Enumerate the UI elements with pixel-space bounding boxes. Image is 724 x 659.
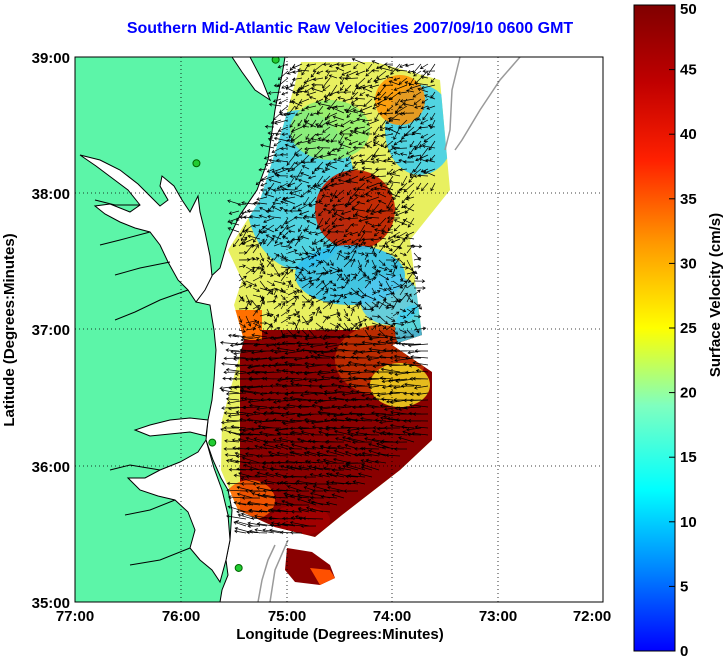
map-title: Southern Mid-Atlantic Raw Velocities 200…: [126, 20, 574, 37]
x-axis-label: Longitude (Degrees:Minutes): [236, 626, 444, 643]
y-tick-label: 36:00: [32, 459, 70, 476]
velocity-arrow-set: [219, 57, 436, 535]
station-3: [208, 438, 217, 447]
albemarle-sound: [133, 417, 209, 437]
colorbar-tick-label: 25: [680, 320, 697, 337]
colorbar-tick-label: 35: [680, 191, 697, 208]
velocity-arrows: [219, 57, 436, 535]
x-tick-label: 72:00: [573, 608, 611, 625]
colorbar-tick-label: 45: [680, 62, 697, 79]
colorbar-tick-label: 0: [680, 643, 688, 659]
axes-frame: [74, 56, 604, 603]
y-axis: 39:00 38:00 37:00 36:00 35:00 Latitude (…: [1, 50, 70, 612]
x-tick-label: 77:00: [56, 608, 94, 625]
delaware-bay: [231, 57, 272, 102]
y-axis-label: Latitude (Degrees:Minutes): [1, 233, 18, 426]
colorbar-gradient: [633, 4, 676, 652]
isobath-lines: [257, 57, 521, 602]
colorbar-tick-label: 50: [680, 1, 697, 18]
y-tick-label: 35:00: [32, 595, 70, 612]
colorbar-label: Surface Velocity (cm/s): [707, 213, 724, 377]
river-lines: [94, 199, 191, 566]
y-tick-label: 39:00: [32, 50, 70, 67]
x-tick-label: 75:00: [268, 608, 306, 625]
x-tick-label: 73:00: [479, 608, 517, 625]
y-tick-label: 37:00: [32, 322, 70, 339]
x-tick-label: 76:00: [162, 608, 200, 625]
chesapeake-bay: [79, 154, 213, 303]
station-4: [234, 563, 243, 572]
station-markers: [192, 57, 280, 572]
colorbar-tick-label: 40: [680, 126, 697, 143]
grid-lines: [75, 57, 603, 602]
x-axis: 77:00 76:00 75:00 74:00 73:00 72:00 Long…: [56, 608, 611, 643]
colorbar-tick-label: 15: [680, 449, 697, 466]
y-tick-label: 38:00: [32, 186, 70, 203]
station-2: [192, 159, 201, 168]
colorbar-tick-label: 30: [680, 255, 697, 272]
colorbar-tick-label: 10: [680, 514, 697, 531]
colorbar-tick-label: 20: [680, 385, 697, 402]
x-tick-label: 74:00: [373, 608, 411, 625]
station-1: [271, 57, 280, 64]
pamlico-sound: [126, 438, 231, 584]
colorbar-tick-label: 5: [680, 578, 688, 595]
